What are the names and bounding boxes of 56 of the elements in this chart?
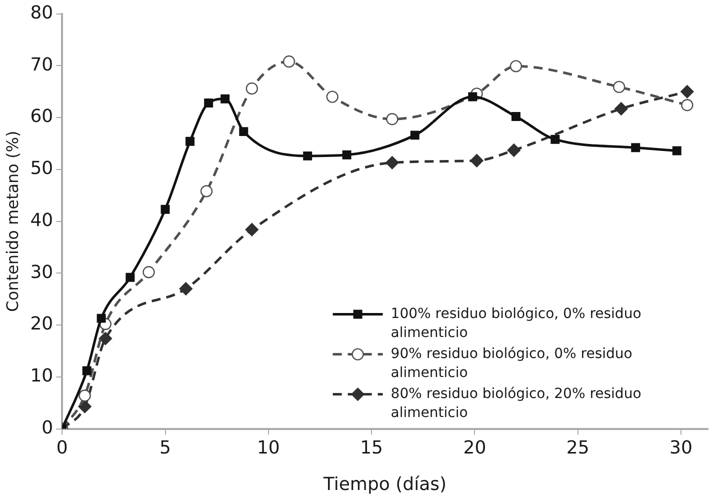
y-tick-label: 70 [30, 54, 54, 76]
point [326, 90, 338, 103]
point [220, 94, 230, 104]
x-tick-label: 30 [670, 437, 692, 458]
point [98, 332, 112, 346]
point [200, 185, 213, 198]
point [78, 390, 91, 402]
point [507, 144, 520, 157]
point [614, 102, 628, 116]
point [470, 154, 484, 168]
point [342, 150, 352, 160]
y-tick-label: 10 [30, 366, 54, 387]
y-tick-label: 20 [30, 314, 54, 335]
point [246, 82, 258, 95]
y-tick-label: 0 [42, 417, 54, 438]
y-tick-label: 50 [30, 158, 54, 180]
point [126, 272, 135, 282]
legend-label: 90% residuo biológico, 0% residuo alimenticio [390, 346, 632, 381]
y-tick-label: 60 [30, 106, 54, 128]
point [303, 151, 312, 160]
x-tick-label: 20 [463, 437, 486, 458]
point [386, 156, 399, 170]
point [680, 85, 694, 98]
point [410, 130, 420, 140]
point [160, 204, 170, 214]
x-tick-label: 10 [256, 437, 280, 458]
x-axis-title: Tiempo (días) [322, 474, 446, 495]
y-tick-label: 40 [30, 210, 54, 231]
point [82, 366, 92, 376]
point [672, 146, 682, 156]
point [179, 282, 192, 296]
point [239, 127, 248, 136]
point [386, 113, 398, 126]
point [186, 136, 194, 146]
point [550, 134, 560, 144]
point [96, 314, 106, 323]
point [631, 143, 640, 152]
point [245, 223, 258, 236]
point [204, 98, 214, 108]
point [468, 92, 478, 102]
point [142, 266, 155, 278]
y-axis-title: Contenido metano (%) [2, 130, 22, 312]
point [612, 80, 626, 94]
x-tick-label: 5 [160, 437, 171, 458]
point [511, 112, 520, 121]
y-tick-label: 80 [30, 2, 54, 24]
point [510, 60, 522, 72]
legend-label: 100% residuo biológico, 0% residuo alimenticio [390, 306, 642, 341]
y-tick-label: 30 [30, 262, 54, 283]
x-tick-label: 0 [56, 437, 68, 458]
point [282, 55, 296, 68]
point [681, 99, 694, 112]
x-tick-label: 25 [566, 437, 590, 458]
point [78, 400, 92, 414]
x-tick-label: 15 [360, 437, 383, 458]
legend-label: 80% residuo biológico, 20% residuo alimenticio [390, 386, 642, 421]
